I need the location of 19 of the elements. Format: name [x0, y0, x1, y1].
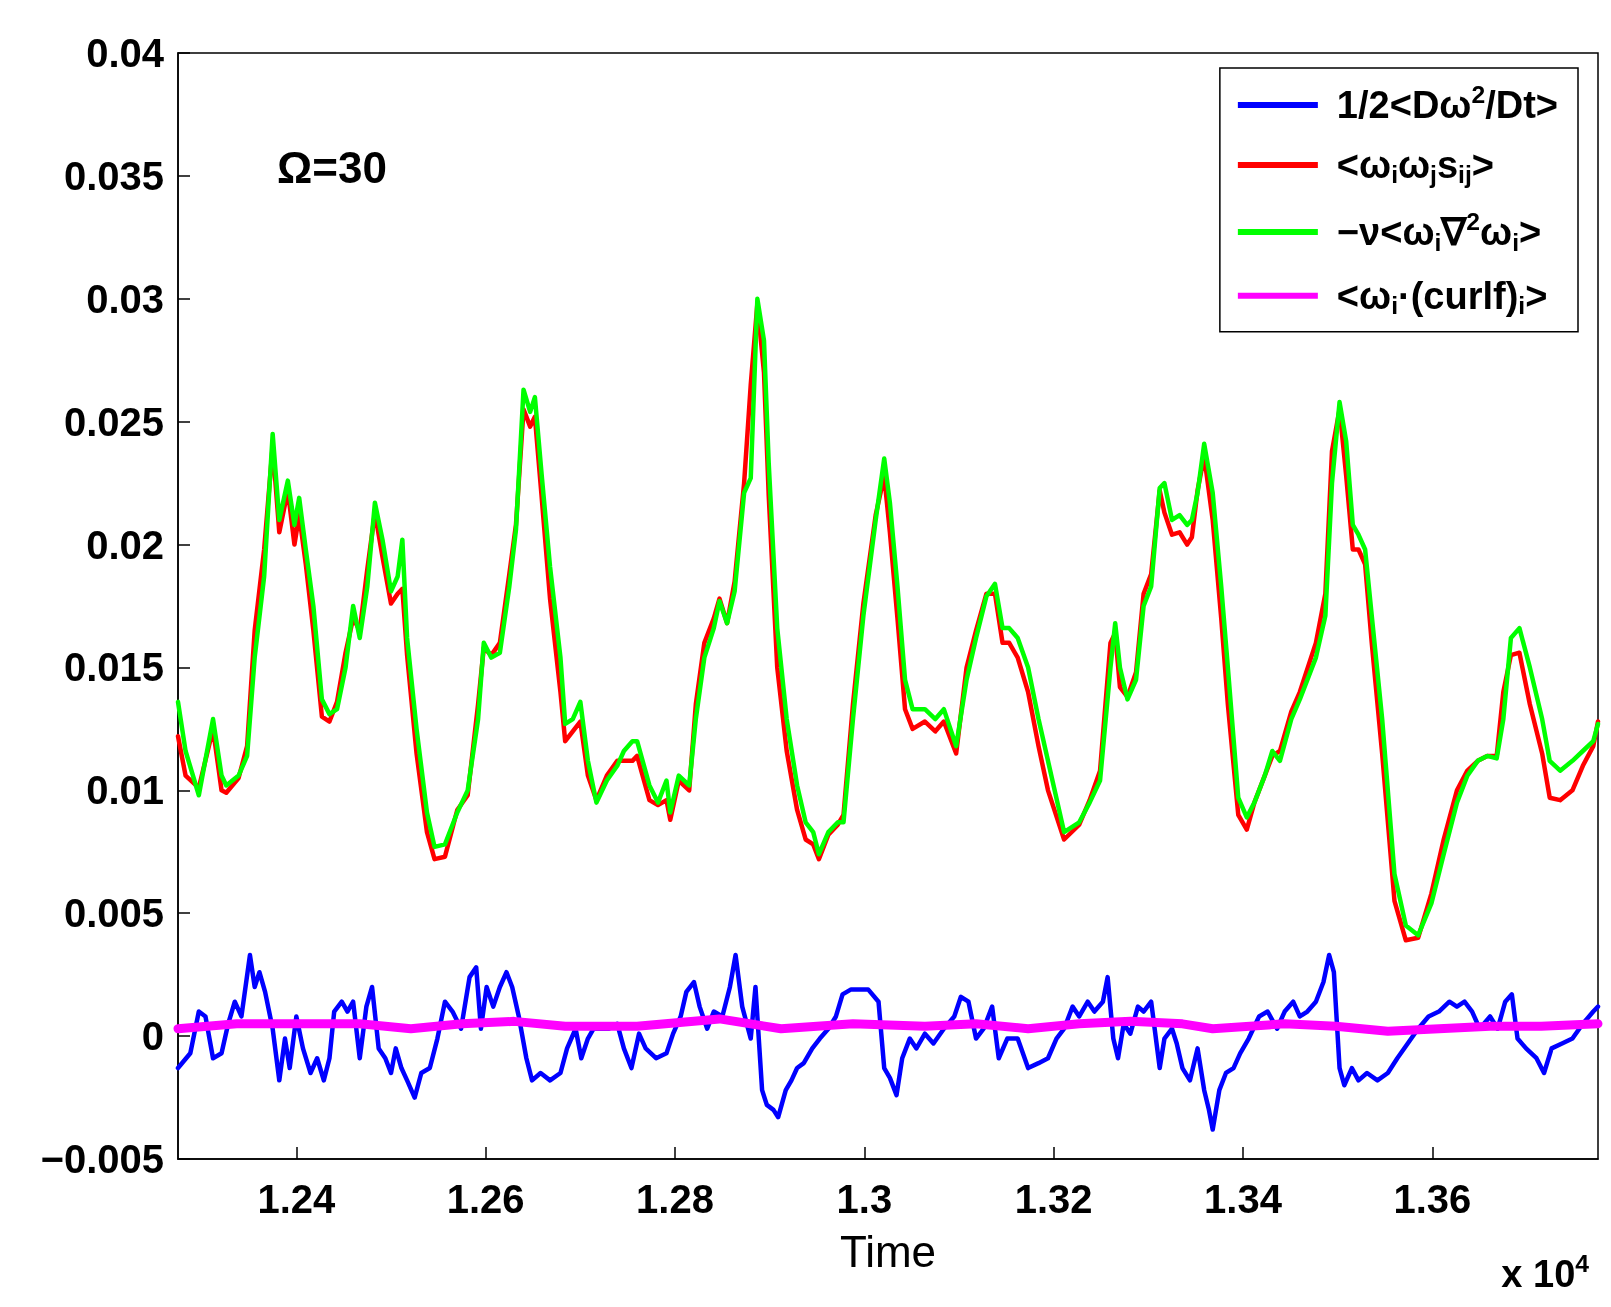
x-axis-title: Time [839, 1226, 937, 1276]
x-tick-label: 1.3 [836, 1177, 893, 1221]
annotation: Ω=30 [277, 142, 387, 192]
x-tick-label: 1.24 [257, 1177, 337, 1221]
y-tick-label: 0.01 [86, 768, 164, 813]
x-tick-label: 1.32 [1014, 1177, 1093, 1221]
y-tick-label: 0.025 [63, 399, 164, 444]
y-tick-label: 0.03 [86, 276, 164, 321]
x-tick-label: 1.26 [446, 1177, 525, 1221]
y-tick-label: 0.015 [63, 645, 164, 690]
x-tick-label: 1.36 [1393, 1177, 1472, 1221]
y-tick-label: 0 [141, 1014, 164, 1059]
y-tick-label: 0.04 [86, 31, 165, 75]
y-tick-label: 0.02 [86, 522, 164, 567]
x-tick-label: 1.34 [1204, 1177, 1283, 1221]
y-tick-label: 0.035 [63, 153, 164, 198]
y-tick-label: −0.005 [40, 1137, 164, 1181]
y-tick-label: 0.005 [63, 891, 164, 936]
x-tick-label: 1.28 [636, 1177, 714, 1221]
